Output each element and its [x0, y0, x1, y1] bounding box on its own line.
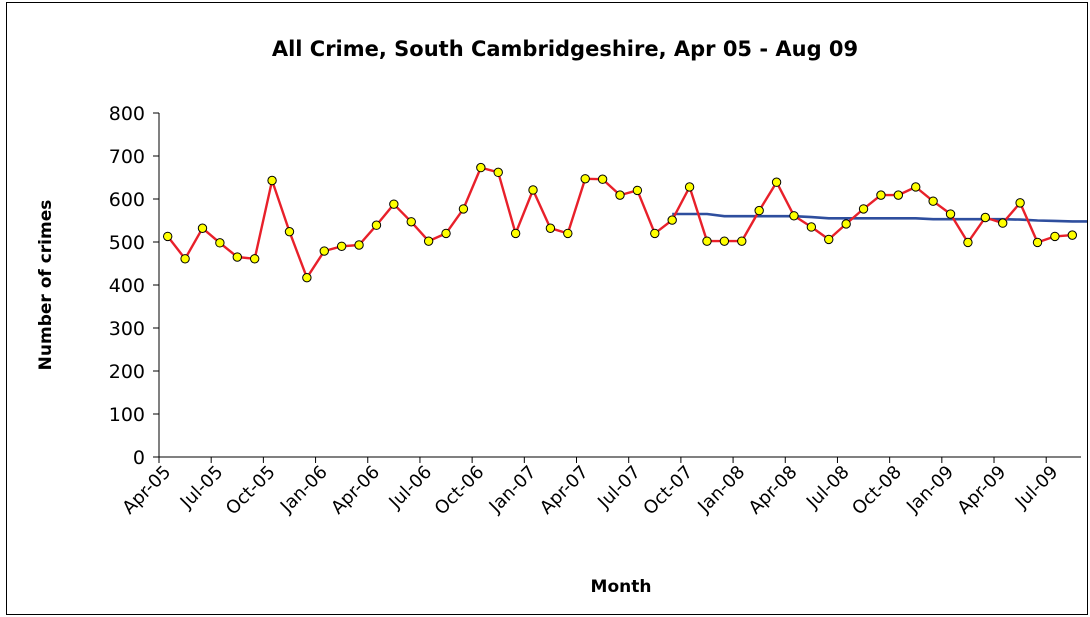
x-tick-label: Jan-06 — [276, 462, 332, 518]
x-tick-label: Apr-05 — [118, 462, 175, 519]
data-point — [319, 246, 329, 256]
y-tick-label: 0 — [133, 447, 145, 469]
trend-series-line — [672, 212, 1087, 223]
data-point — [267, 175, 277, 186]
data-point — [232, 252, 242, 262]
data-point — [980, 212, 991, 223]
data-point — [1032, 237, 1043, 248]
data-point — [180, 254, 190, 264]
data-point — [806, 222, 817, 232]
data-point — [563, 228, 573, 239]
y-tick-label: 500 — [109, 232, 145, 254]
data-point — [876, 190, 886, 200]
data-point — [302, 272, 312, 283]
x-tick-label: Jul-08 — [802, 462, 854, 514]
x-tick-label: Apr-08 — [745, 462, 802, 519]
data-point — [702, 236, 712, 246]
data-point — [215, 238, 225, 248]
data-point — [580, 174, 590, 184]
data-point — [597, 174, 608, 184]
data-point — [1050, 231, 1060, 242]
data-point — [284, 226, 295, 237]
x-tick-label: Jan-08 — [693, 462, 749, 518]
data-point — [667, 215, 677, 225]
data-point — [1015, 198, 1025, 208]
data-point — [476, 162, 486, 173]
data-point — [650, 228, 660, 239]
data-point — [249, 254, 260, 264]
data-point — [841, 219, 851, 229]
x-tick-label: Apr-06 — [327, 462, 384, 519]
series-layer — [162, 162, 1087, 283]
y-ticks: 0 100 200 300 400 500 600 700 800 — [109, 103, 159, 469]
x-tick-label: Apr-07 — [536, 462, 593, 519]
chart-svg: All Crime, South Cambridgeshire, Apr 05 … — [36, 37, 1087, 597]
x-tick-label: Oct-06 — [431, 462, 489, 520]
y-axis-title: Number of crimes — [36, 200, 56, 371]
data-point — [336, 241, 347, 252]
data-point — [197, 223, 208, 233]
x-tick-label: Jan-07 — [485, 462, 541, 518]
data-point — [893, 190, 904, 200]
data-point — [493, 167, 503, 178]
y-tick-label: 300 — [109, 318, 145, 340]
data-point — [963, 237, 973, 248]
data-point — [737, 236, 747, 246]
data-point — [389, 199, 399, 209]
x-tick-label: Oct-08 — [848, 462, 906, 520]
data-point — [928, 196, 938, 206]
data-point — [998, 218, 1008, 228]
data-point — [945, 209, 956, 219]
y-tick-label: 100 — [109, 404, 145, 426]
data-point — [423, 236, 434, 246]
data-point — [458, 204, 469, 214]
chart-title: All Crime, South Cambridgeshire, Apr 05 … — [272, 37, 858, 61]
y-tick-label: 600 — [109, 189, 145, 211]
data-point — [632, 185, 643, 196]
data-point — [615, 190, 625, 200]
crime-series-line — [166, 166, 1073, 279]
y-tick-label: 200 — [109, 361, 145, 383]
data-point — [162, 231, 173, 242]
x-tick-label: Jul-09 — [1011, 462, 1063, 514]
data-point — [545, 223, 556, 233]
y-tick-label: 400 — [109, 275, 145, 297]
data-point — [528, 185, 538, 195]
data-point — [754, 205, 764, 216]
x-axis-title: Month — [591, 577, 652, 597]
y-tick-label: 700 — [109, 146, 145, 168]
data-point — [771, 177, 782, 187]
x-tick-label: Jul-06 — [384, 462, 436, 514]
data-point — [354, 240, 364, 250]
x-tick-label: Jul-05 — [176, 462, 228, 514]
y-tick-label: 800 — [109, 103, 145, 125]
data-point — [824, 234, 834, 245]
data-point — [911, 182, 921, 192]
data-point — [441, 228, 451, 239]
x-tick-label: Oct-07 — [639, 462, 697, 520]
data-point — [406, 217, 416, 227]
x-tick-label: Jan-09 — [902, 462, 958, 518]
data-point — [858, 204, 869, 214]
data-point — [684, 182, 695, 192]
chart-frame: All Crime, South Cambridgeshire, Apr 05 … — [6, 2, 1088, 615]
data-point — [789, 211, 799, 221]
data-point — [719, 236, 730, 246]
x-tick-label: Jul-07 — [593, 462, 645, 514]
data-point — [1067, 230, 1078, 240]
x-tick-label: Apr-09 — [953, 462, 1010, 519]
data-point — [371, 220, 382, 230]
x-tick-label: Oct-05 — [222, 462, 280, 520]
data-point — [510, 228, 521, 239]
